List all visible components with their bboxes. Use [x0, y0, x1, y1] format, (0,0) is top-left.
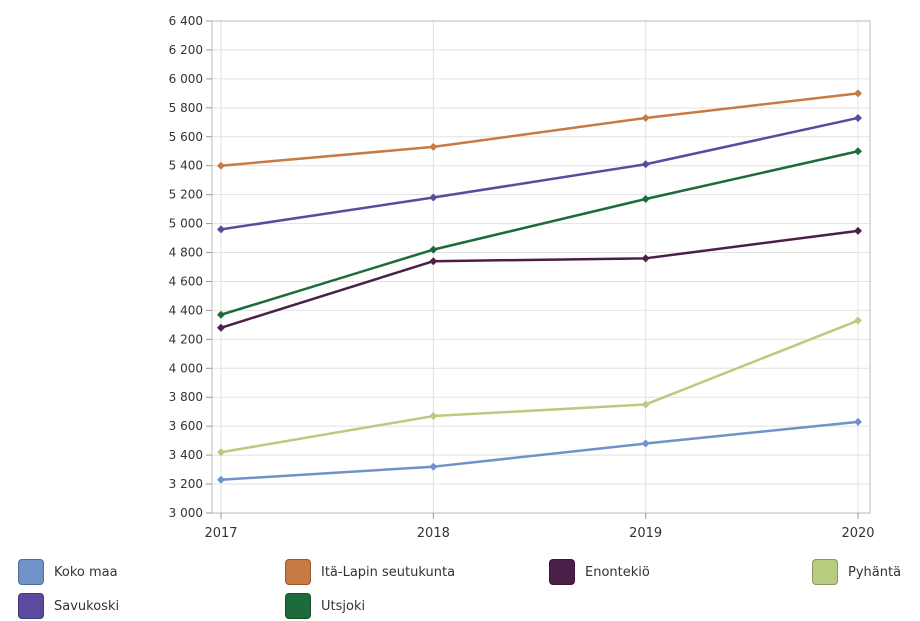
y-tick-label: 5 200 [169, 188, 203, 202]
legend-swatch [812, 559, 838, 585]
x-tick-label: 2018 [417, 526, 450, 541]
legend-swatch [285, 593, 311, 619]
line-chart: 3 000 3 200 3 400 3 600 3 800 4 000 4 200 4 400… [169, 14, 875, 541]
data-point [854, 316, 862, 325]
y-tick-label: 5 800 [169, 101, 203, 115]
series-line [220, 420, 859, 481]
data-point [641, 160, 650, 169]
data-point [641, 113, 650, 122]
data-point [429, 245, 438, 254]
y-tick-label: 4 600 [169, 274, 203, 288]
data-point [854, 89, 862, 98]
y-tick-label: 3 400 [169, 448, 203, 462]
series-line [220, 92, 859, 167]
legend-item-koko-maa[interactable]: Koko maa [18, 557, 118, 587]
data-point [217, 310, 225, 319]
x-axis: 2017 2018 2019 2020 [204, 513, 875, 541]
y-tick-label: 4 400 [169, 303, 203, 317]
y-tick-label: 5 400 [169, 159, 203, 173]
y-tick-label: 5 000 [169, 217, 203, 231]
x-tick-label: 2017 [204, 526, 237, 541]
x-tick-label: 2019 [629, 526, 662, 541]
series-line [220, 229, 859, 329]
data-point [641, 400, 650, 409]
data-point [429, 462, 438, 471]
series-line [220, 150, 859, 316]
y-tick-label: 3 600 [169, 419, 203, 433]
data-point [429, 193, 438, 202]
y-tick-label: 3 000 [169, 506, 203, 520]
y-tick-label: 4 000 [169, 361, 203, 375]
legend-swatch [18, 593, 44, 619]
legend-label: Koko maa [54, 564, 118, 580]
data-point [854, 417, 862, 426]
series-utsjoki [217, 147, 862, 319]
legend-item-utsjoki[interactable]: Utsjoki [285, 591, 365, 621]
legend-label: Savukoski [54, 598, 120, 614]
data-point [217, 475, 225, 484]
data-point [641, 254, 650, 263]
data-point [854, 147, 862, 156]
legend-item-pyhanta[interactable]: Pyhäntä [812, 557, 901, 587]
plot-area [211, 20, 871, 514]
data-point [641, 194, 650, 203]
y-tick-label: 3 800 [169, 390, 203, 404]
series-line [220, 116, 859, 231]
legend-label: Pyhäntä [848, 564, 902, 580]
legend-label: Enontekiö [585, 564, 650, 580]
data-point [854, 226, 862, 235]
legend-swatch [549, 559, 575, 585]
y-tick-label: 6 400 [169, 14, 203, 28]
legend-swatch [285, 559, 311, 585]
y-axis: 3 000 3 200 3 400 3 600 3 800 4 000 4 200 4 400… [169, 14, 212, 520]
series-line [220, 319, 859, 454]
y-tick-label: 6 000 [169, 72, 203, 86]
series-pyh-nt [217, 316, 862, 457]
legend-item-savukoski[interactable]: Savukoski [18, 591, 119, 621]
series-enonteki [217, 226, 862, 332]
series-lines [217, 89, 862, 484]
data-point [854, 113, 862, 122]
grid [212, 20, 870, 514]
data-point [217, 448, 225, 457]
legend-swatch [18, 559, 44, 585]
legend-item-enontekio[interactable]: Enontekiö [549, 557, 650, 587]
legend-label: Utsjoki [321, 598, 366, 614]
x-tick-label: 2020 [841, 526, 874, 541]
legend-label: Itä-Lapin seutukunta [321, 564, 456, 580]
y-tick-label: 4 200 [169, 332, 203, 346]
y-tick-label: 5 600 [169, 130, 203, 144]
series-koko-maa [217, 417, 862, 484]
y-tick-label: 4 800 [169, 246, 203, 260]
y-tick-label: 3 200 [169, 477, 203, 491]
series-savukoski [217, 113, 862, 234]
data-point [217, 225, 225, 234]
data-point [429, 142, 438, 151]
legend-item-ita-lapin-seutukunta[interactable]: Itä-Lapin seutukunta [285, 557, 455, 587]
data-point [217, 323, 225, 332]
y-tick-label: 6 200 [169, 43, 203, 57]
data-point [217, 161, 225, 170]
data-point [429, 257, 438, 266]
series-it-lapin-seutukunta [217, 89, 862, 170]
data-point [641, 439, 650, 448]
data-point [429, 412, 438, 421]
